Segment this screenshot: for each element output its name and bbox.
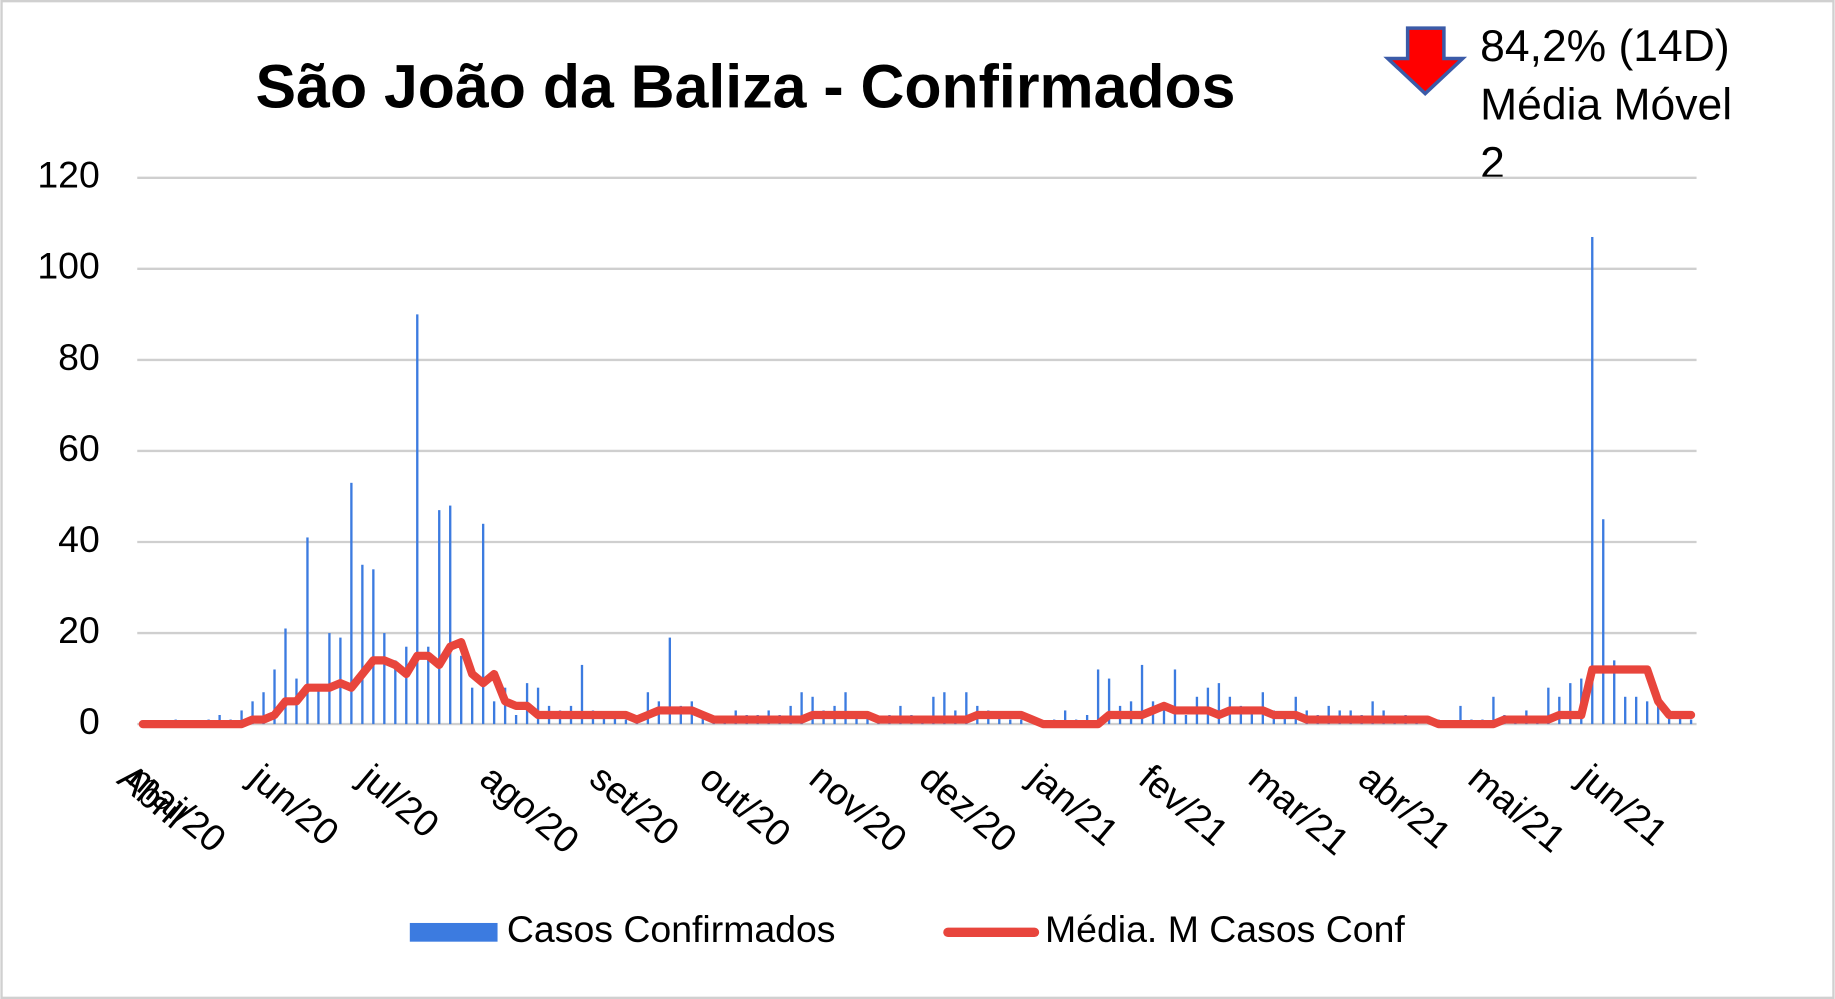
- y-tick-label: 60: [58, 427, 100, 469]
- annotation-line: Média Móvel: [1480, 80, 1732, 129]
- bar: [449, 505, 452, 725]
- bar: [965, 692, 968, 725]
- bar: [251, 701, 254, 725]
- bar: [481, 523, 485, 725]
- bar: [405, 646, 408, 725]
- bar: [372, 569, 375, 725]
- bar: [1624, 696, 1627, 725]
- bar: [899, 705, 902, 725]
- bar: [317, 687, 320, 725]
- bar: [1635, 696, 1638, 725]
- bar: [514, 714, 518, 725]
- bar: [460, 655, 463, 725]
- bar: [471, 687, 474, 725]
- bar: [1591, 236, 1594, 725]
- bar: [1294, 696, 1297, 725]
- bar: [580, 664, 584, 725]
- bar: [1140, 664, 1144, 725]
- bar: [844, 692, 847, 725]
- bar: [1678, 714, 1682, 725]
- bar: [1689, 719, 1693, 725]
- bar: [1656, 692, 1660, 725]
- bar: [1107, 678, 1111, 725]
- bar: [1602, 519, 1605, 725]
- y-tick-label: 40: [58, 518, 100, 560]
- bar: [503, 687, 507, 725]
- annotation-line: 2: [1480, 139, 1505, 188]
- bar: [932, 696, 935, 725]
- bar: [789, 705, 792, 725]
- bar: [536, 687, 540, 725]
- bar: [1250, 710, 1254, 725]
- y-tick-label: 0: [79, 700, 100, 742]
- bar: [1613, 660, 1616, 725]
- bar: [1239, 705, 1243, 725]
- bar: [416, 314, 419, 725]
- bar: [1547, 687, 1550, 725]
- bar: [668, 637, 672, 725]
- bar: [1217, 683, 1221, 725]
- bar: [361, 564, 364, 725]
- bar: [262, 692, 265, 725]
- bar: [240, 710, 243, 725]
- bar: [1327, 705, 1330, 725]
- bar: [1009, 719, 1012, 725]
- bar: [800, 692, 803, 725]
- bar: [1645, 701, 1649, 725]
- chart-title: São João da Baliza - Confirmados: [256, 52, 1236, 120]
- bar: [383, 633, 386, 725]
- bar: [438, 510, 441, 725]
- bar: [998, 714, 1001, 725]
- bar: [306, 537, 309, 725]
- bar: [1173, 669, 1177, 725]
- y-tick-label: 20: [58, 609, 100, 651]
- legend-label: Casos Confirmados: [507, 908, 836, 950]
- bar: [602, 714, 606, 725]
- bar: [350, 482, 353, 725]
- legend-label: Média. M Casos Conf: [1045, 908, 1405, 950]
- bar: [1667, 714, 1671, 725]
- bar: [1020, 719, 1023, 725]
- bar: [866, 714, 869, 725]
- bar: [1096, 669, 1100, 725]
- moving-average-line: [138, 638, 1696, 729]
- legend-swatch: [409, 922, 498, 942]
- bar: [284, 628, 287, 725]
- bar: [679, 705, 682, 725]
- bar: [1184, 714, 1188, 725]
- bar: [943, 692, 946, 725]
- bar: [1063, 710, 1067, 725]
- down-arrow-icon: [1383, 26, 1468, 96]
- bar: [646, 692, 650, 725]
- bar: [1459, 705, 1462, 725]
- bar: [394, 660, 397, 725]
- bar: [1283, 714, 1286, 725]
- bar: [1569, 683, 1572, 725]
- bar: [855, 714, 858, 725]
- bar: [1206, 687, 1210, 725]
- bar: [1162, 710, 1166, 725]
- bar: [328, 633, 331, 725]
- bar: [811, 696, 814, 725]
- annotation-line: 84,2% (14D): [1480, 22, 1729, 71]
- bar: [492, 701, 496, 725]
- bar: [1492, 696, 1495, 725]
- bar: [427, 646, 430, 725]
- y-tick-label: 120: [37, 154, 99, 196]
- bar: [701, 714, 704, 725]
- bar: [1558, 696, 1561, 725]
- bar: [624, 719, 628, 725]
- y-tick-label: 100: [37, 245, 99, 287]
- bar: [1085, 714, 1089, 725]
- bar: [613, 714, 617, 725]
- bar: [273, 669, 276, 725]
- bar: [218, 714, 221, 725]
- y-tick-label: 80: [58, 336, 100, 378]
- bar: [1371, 701, 1374, 725]
